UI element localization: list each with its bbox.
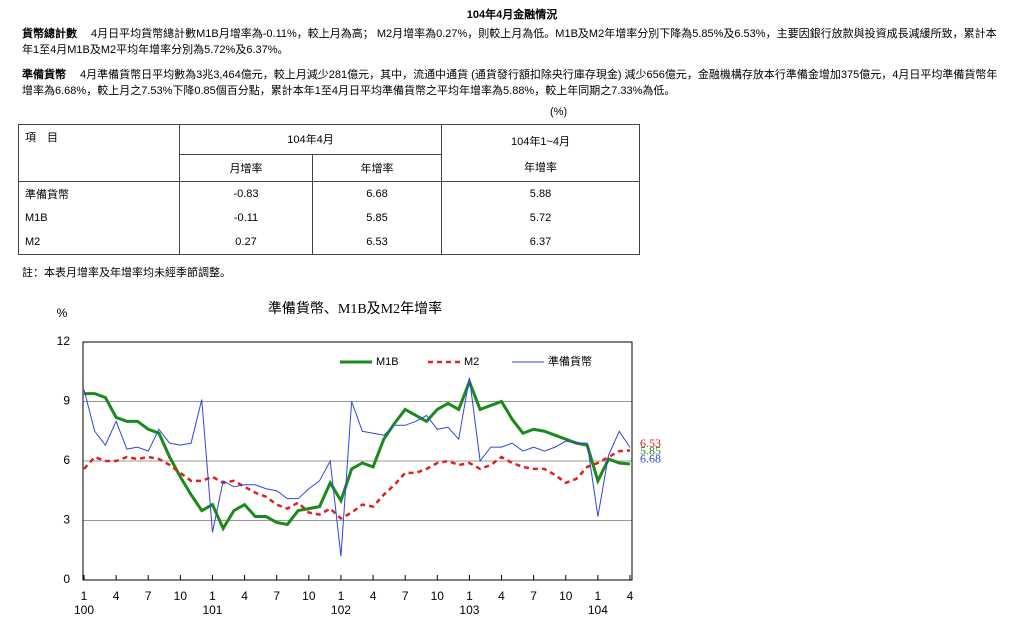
chart-title: 準備貨幣、M1B及M2年增率 bbox=[268, 300, 442, 317]
y-tick-label: 12 bbox=[57, 334, 71, 348]
x-tick-label: 1 bbox=[81, 589, 88, 603]
header-cell: 年增率 bbox=[312, 154, 442, 183]
x-tick-label: 1 bbox=[209, 589, 216, 603]
legend-label: M1B bbox=[376, 356, 399, 368]
y-tick-label: 9 bbox=[63, 394, 70, 408]
unit: (%) bbox=[550, 106, 568, 118]
note: 註：本表月增率及年增率均未經季節調整。 bbox=[22, 267, 231, 279]
end-value-label: 6.68 bbox=[640, 451, 661, 465]
y-tick-label: 0 bbox=[63, 572, 70, 586]
value-cell: 0.27 bbox=[179, 230, 313, 255]
value-cell: 5.72 bbox=[441, 206, 640, 230]
x-tick-label: 4 bbox=[498, 589, 505, 603]
value-cell: -0.11 bbox=[179, 206, 313, 230]
row-label: M1B bbox=[18, 206, 180, 230]
legend-label: M2 bbox=[464, 356, 479, 368]
paragraph-text: 4月日平均貨幣總計數M1B月增率為-0.11%，較上月為高； M2月增率為0.2… bbox=[22, 28, 997, 56]
value-cell: 6.68 bbox=[312, 181, 442, 206]
paragraph: 貨幣總計數 4月日平均貨幣總計數M1B月增率為-0.11%，較上月為高； M2月增… bbox=[22, 26, 1007, 58]
x-tick-label: 1 bbox=[595, 589, 602, 603]
year-label: 101 bbox=[202, 603, 222, 617]
year-label: 104 bbox=[588, 603, 608, 617]
x-tick-label: 1 bbox=[466, 589, 473, 603]
row-label: 準備貨幣 bbox=[18, 181, 180, 206]
x-tick-label: 7 bbox=[402, 589, 409, 603]
x-tick-label: 10 bbox=[174, 589, 188, 603]
x-tick-label: 4 bbox=[627, 589, 634, 603]
page-title: 104年4月金融情況 bbox=[466, 9, 558, 21]
x-tick-label: 4 bbox=[370, 589, 377, 603]
series-line bbox=[84, 377, 631, 532]
header-cell: 104年4月 bbox=[179, 124, 442, 155]
x-tick-label: 10 bbox=[431, 589, 445, 603]
value-cell: 5.88 bbox=[441, 181, 640, 206]
end-value-label: 5.85 bbox=[640, 444, 661, 458]
header-cell: 項 目 bbox=[18, 124, 180, 182]
year-label: 102 bbox=[331, 603, 351, 617]
y-unit: % bbox=[57, 306, 68, 320]
series-line bbox=[83, 449, 631, 521]
header-text: 104年1~4月 bbox=[510, 136, 570, 148]
series-line bbox=[83, 377, 631, 557]
paragraph-text: 4月準備貨幣日平均數為3兆3,464億元，較上月減少281億元，其中，流通中通貨… bbox=[22, 69, 998, 97]
x-tick-label: 1 bbox=[338, 589, 345, 603]
value-cell: 5.85 bbox=[312, 206, 442, 230]
paragraph: 準備貨幣 4月準備貨幣日平均數為3兆3,464億元，較上月減少281億元，其中，流… bbox=[22, 67, 1007, 99]
y-tick-label: 6 bbox=[63, 453, 70, 467]
plot-frame bbox=[82, 341, 633, 581]
x-tick-label: 10 bbox=[302, 589, 316, 603]
value-cell: 6.53 bbox=[312, 230, 442, 255]
year-label: 103 bbox=[459, 603, 479, 617]
x-tick-label: 7 bbox=[273, 589, 280, 603]
x-tick-label: 4 bbox=[113, 589, 120, 603]
header-text: 年增率 bbox=[524, 162, 557, 174]
x-tick-label: 7 bbox=[530, 589, 537, 603]
y-tick-label: 3 bbox=[63, 513, 70, 527]
legend-label: 準備貨幣 bbox=[548, 354, 592, 368]
paragraph-label: 準備貨幣 bbox=[22, 69, 66, 81]
header-cell: 104年1~4月 年增率 bbox=[441, 124, 640, 182]
paragraph-label: 貨幣總計數 bbox=[22, 28, 77, 40]
header-cell: 月增率 bbox=[179, 154, 313, 183]
end-value-label: 6.53 bbox=[640, 436, 661, 450]
x-tick-label: 10 bbox=[559, 589, 573, 603]
x-tick-label: 7 bbox=[145, 589, 152, 603]
year-label: 100 bbox=[74, 603, 94, 617]
x-tick-label: 4 bbox=[241, 589, 248, 603]
row-label: M2 bbox=[18, 230, 180, 255]
table: 項 目 104年4月 104年1~4月 年增率 月增率 年增率 準備貨幣 -0.83 6… bbox=[18, 124, 640, 255]
value-cell: -0.83 bbox=[179, 181, 313, 206]
value-cell: 6.37 bbox=[441, 230, 640, 255]
